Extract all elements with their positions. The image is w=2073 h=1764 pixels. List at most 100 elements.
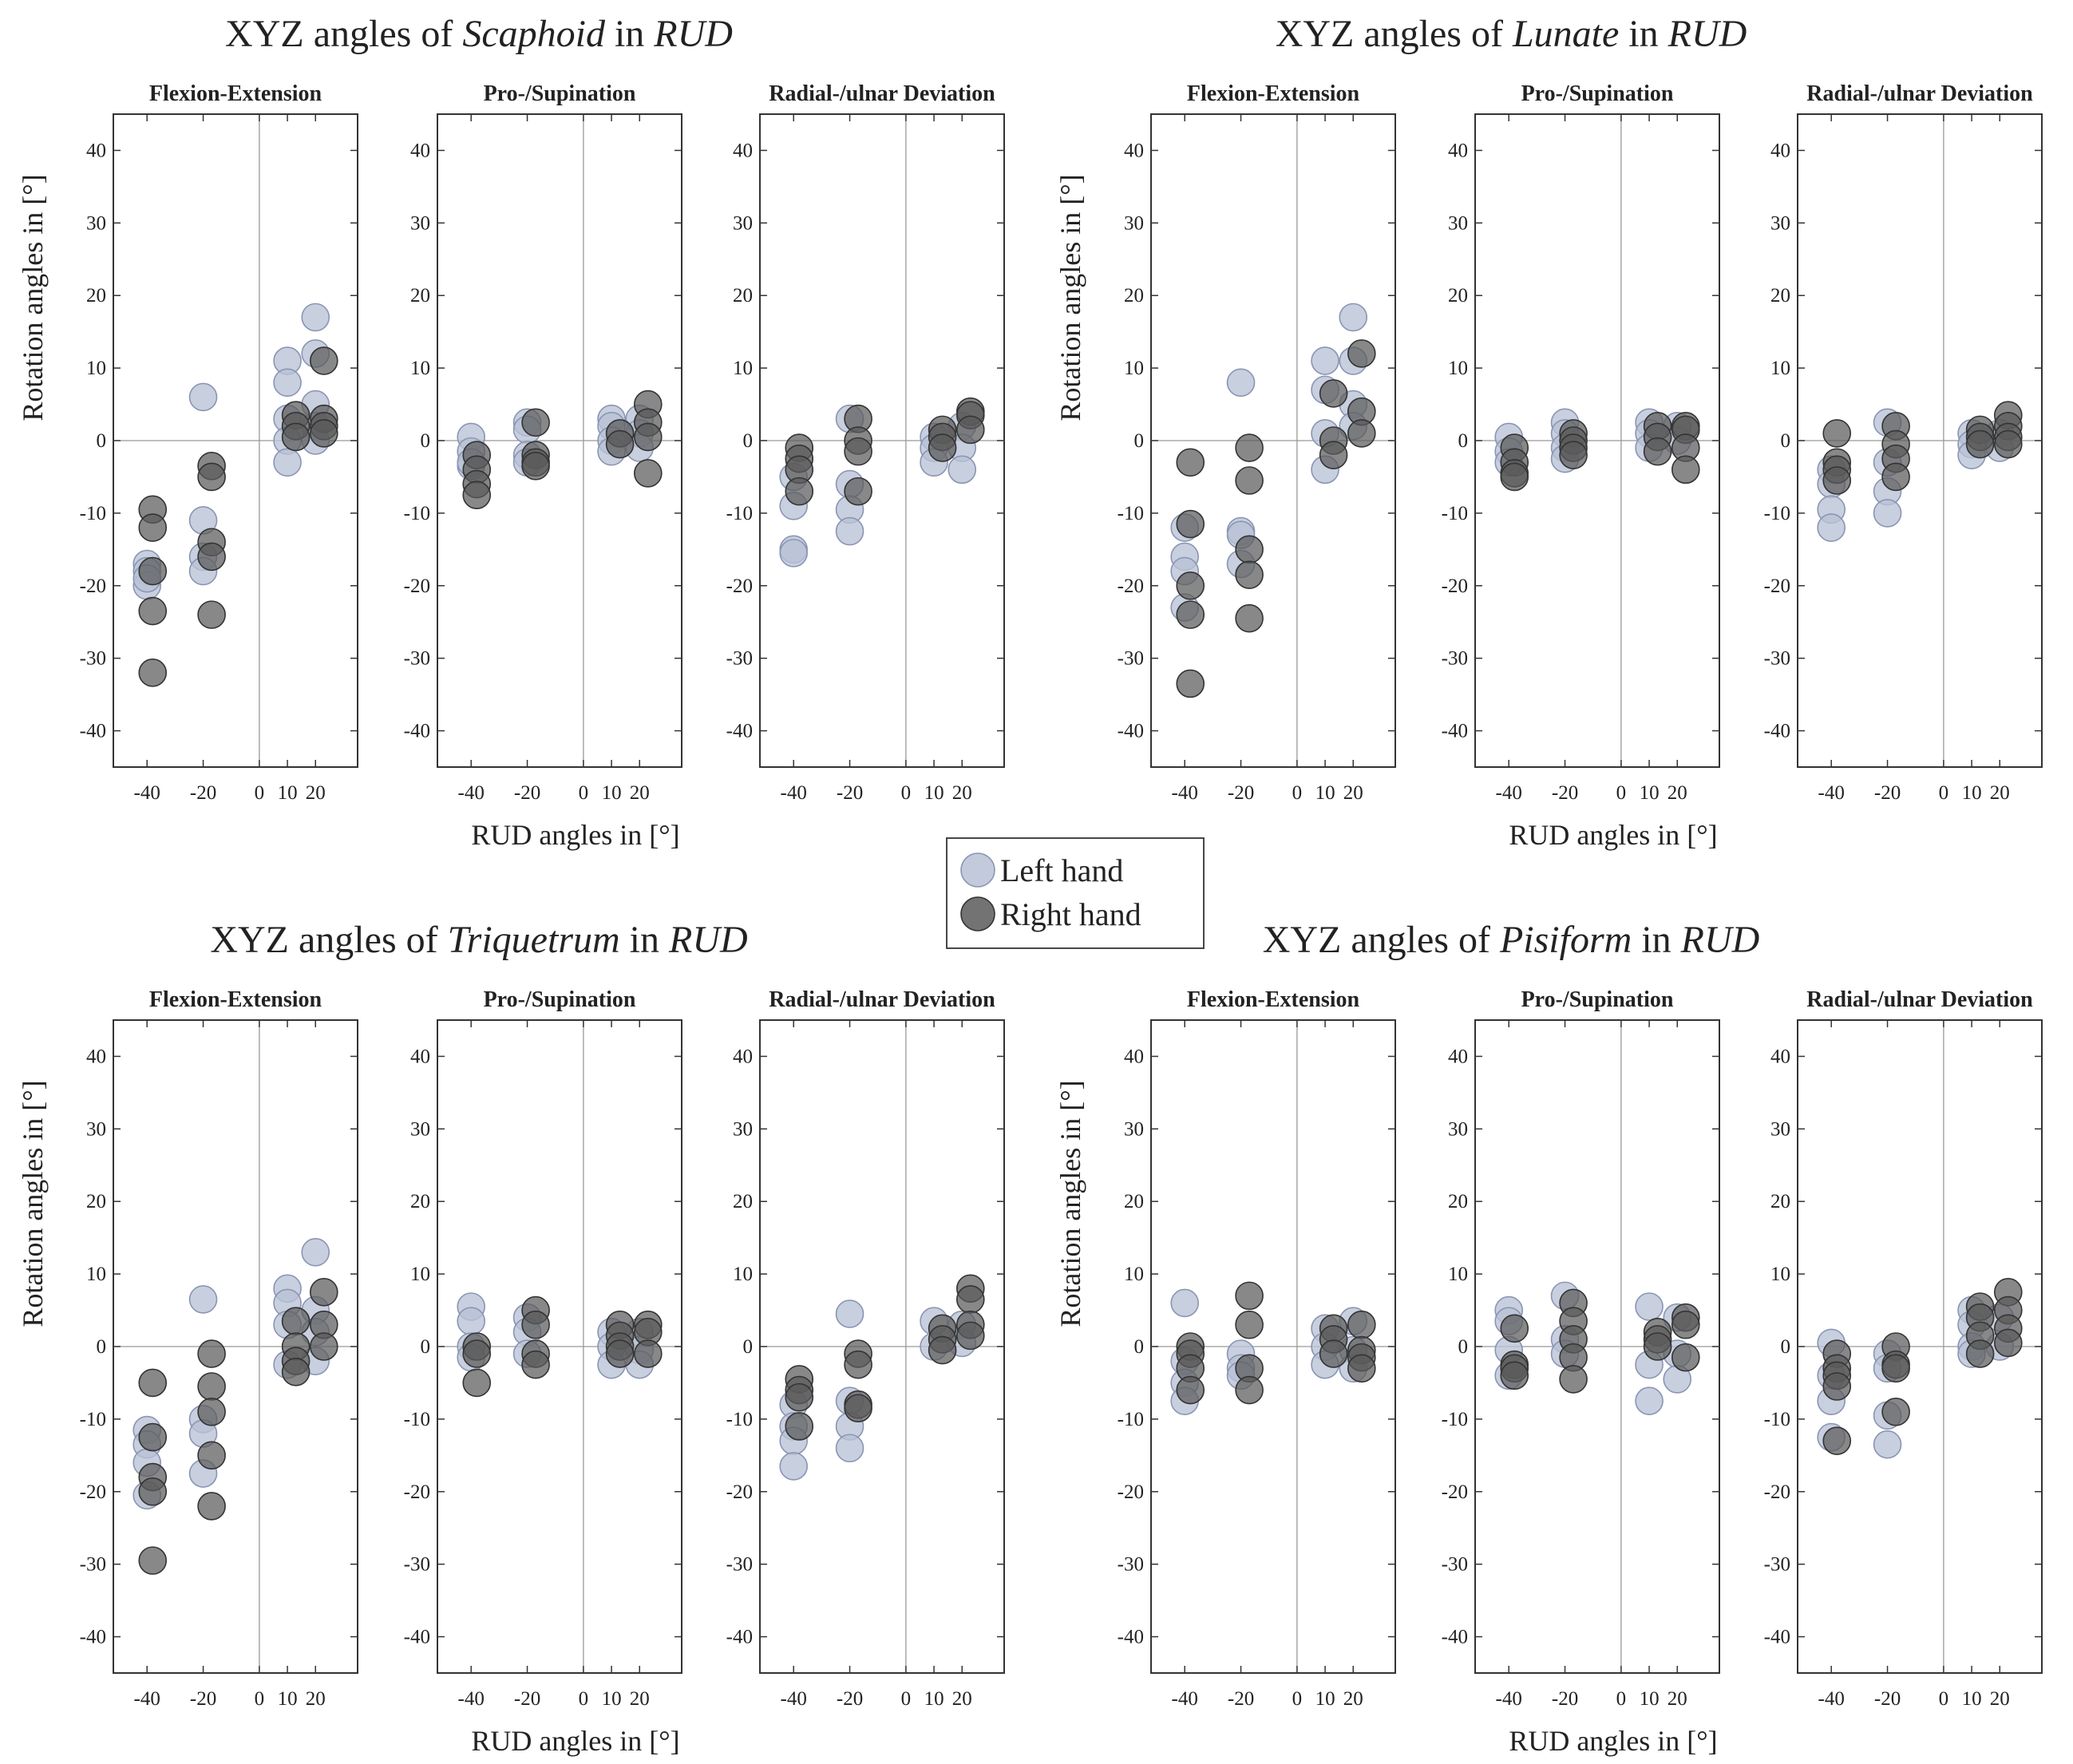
data-point <box>197 600 226 629</box>
x-tick-label: -20 <box>837 1688 863 1710</box>
x-tick-label: -40 <box>458 1688 485 1710</box>
y-tick-label: 40 <box>410 1046 430 1067</box>
x-tick-label: -40 <box>1172 1688 1198 1710</box>
data-point <box>197 542 226 572</box>
x-tick-label: -40 <box>1496 1688 1522 1710</box>
data-point <box>1226 368 1256 397</box>
y-tick-label: -10 <box>80 503 106 524</box>
x-tick-label: -20 <box>514 782 540 804</box>
y-tick-label: -20 <box>404 575 430 597</box>
y-tick-label: 20 <box>733 1191 753 1212</box>
x-tick-label: 0 <box>1292 782 1303 804</box>
data-point <box>197 1372 226 1401</box>
x-tick-label: -20 <box>1552 1688 1578 1710</box>
y-tick-label: -10 <box>726 1409 753 1430</box>
x-tick-label: 0 <box>1616 1688 1627 1710</box>
group-title-mid: in <box>605 13 654 55</box>
y-tick-label: 20 <box>86 285 106 307</box>
y-tick-label: 40 <box>86 140 106 161</box>
y-tick-label: -40 <box>1764 721 1790 742</box>
x-tick-label: -20 <box>837 782 863 804</box>
chart-group-pisiform: XYZ angles of Pisiform in RUD Rotation an… <box>1054 919 2043 1757</box>
x-tick-label: -20 <box>190 1688 216 1710</box>
y-tick-label: 30 <box>1124 212 1144 234</box>
y-tick-label: -20 <box>1118 575 1144 597</box>
data-point <box>1881 462 1910 492</box>
y-tick-label: 30 <box>1124 1118 1144 1140</box>
y-tick-label: -40 <box>404 1627 430 1648</box>
x-tick-label: 0 <box>579 782 589 804</box>
data-point <box>197 1397 226 1426</box>
y-tick-label: 10 <box>1448 1264 1468 1285</box>
x-tick-label: -40 <box>1818 782 1845 804</box>
subplot-title: Pro-/Supination <box>1521 81 1674 106</box>
x-tick-label: -40 <box>1818 1688 1845 1710</box>
y-tick-label: -40 <box>726 721 753 742</box>
data-point <box>1500 462 1529 492</box>
series-right-hand <box>1500 1288 1700 1394</box>
series-right-hand <box>785 397 985 506</box>
data-point <box>1319 441 1348 469</box>
y-tick-label: -30 <box>80 648 106 670</box>
data-point <box>273 448 302 477</box>
y-tick-label: 40 <box>733 140 753 161</box>
x-tick-label: 0 <box>255 1688 265 1710</box>
y-tick-label: 0 <box>1134 1336 1145 1358</box>
group-title-motion: RUD <box>1680 919 1760 961</box>
subplot-title: Flexion-Extension <box>149 987 322 1012</box>
series-right-hand <box>1176 339 1376 698</box>
data-point <box>197 1492 226 1521</box>
data-point <box>138 1546 168 1575</box>
series-left-hand <box>133 303 330 600</box>
data-point <box>1993 1328 2023 1358</box>
data-point <box>785 477 814 506</box>
data-point <box>779 1452 809 1481</box>
x-tick-label: 0 <box>1616 782 1627 804</box>
y-tick-label: -10 <box>80 1409 106 1430</box>
data-point <box>1319 379 1348 408</box>
group-title-motion: RUD <box>1667 13 1747 55</box>
subplot-title: Pro-/Supination <box>484 81 636 106</box>
data-point <box>1347 339 1376 368</box>
data-point <box>605 429 635 459</box>
x-tick-label: -20 <box>1228 1688 1254 1710</box>
data-point <box>1347 1354 1376 1383</box>
data-point <box>188 1285 218 1314</box>
series-right-hand <box>138 346 338 687</box>
series-right-hand <box>785 1274 985 1441</box>
group-title: XYZ angles of Scaphoid in RUD <box>225 13 733 55</box>
y-tick-label: 40 <box>410 140 430 161</box>
y-tick-label: 0 <box>1781 1336 1791 1358</box>
data-point <box>1235 1310 1264 1339</box>
subplot-title: Flexion-Extension <box>1187 81 1360 106</box>
x-tick-label: 0 <box>1939 782 1949 804</box>
y-tick-label: -10 <box>1442 503 1468 524</box>
data-point <box>197 1339 226 1368</box>
group-title-bone: Lunate <box>1512 13 1619 55</box>
y-tick-label: -30 <box>1764 648 1790 670</box>
x-tick-label: -40 <box>134 1688 160 1710</box>
subplot-flexion-extension: Flexion-Extension 40 30 20 10 0 -10 -20 -30 -40 -4… <box>1118 987 1396 1710</box>
y-tick-label: -30 <box>1442 648 1468 670</box>
y-tick-label: 0 <box>1134 430 1145 452</box>
x-tick-label: -40 <box>781 1688 807 1710</box>
series-right-hand <box>1822 1278 2023 1455</box>
data-point <box>785 1412 814 1441</box>
x-tick-label: 10 <box>1640 1688 1660 1710</box>
data-point <box>1671 1310 1700 1339</box>
y-tick-label: 20 <box>1124 1191 1144 1212</box>
data-point <box>281 1307 311 1335</box>
y-tick-label: 30 <box>733 1118 753 1140</box>
data-point <box>844 437 872 466</box>
y-tick-label: 30 <box>1770 1118 1790 1140</box>
y-tick-label: 30 <box>410 212 430 234</box>
y-tick-label: 0 <box>421 430 431 452</box>
data-point <box>301 303 330 332</box>
x-tick-label: -20 <box>1874 782 1901 804</box>
data-point <box>1339 303 1368 332</box>
y-tick-label: 40 <box>1124 140 1144 161</box>
group-title-prefix: XYZ angles of <box>1263 919 1500 961</box>
x-tick-label: 20 <box>952 1688 972 1710</box>
y-tick-label: 20 <box>410 1191 430 1212</box>
